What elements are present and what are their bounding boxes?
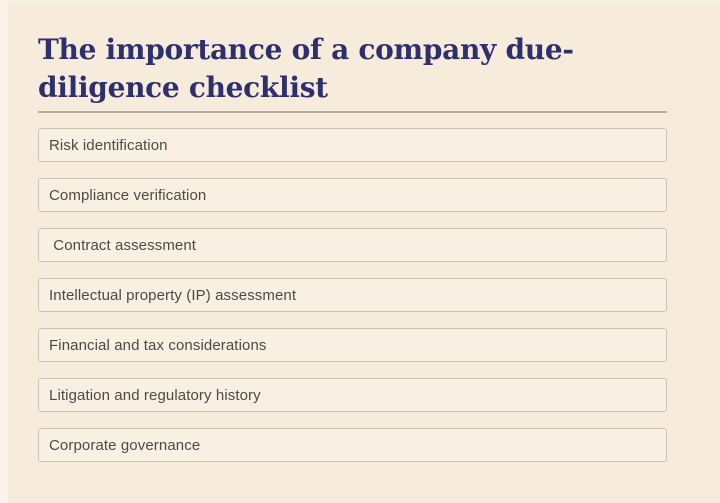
title-divider <box>38 111 667 113</box>
checklist-item-label: Financial and tax considerations <box>49 336 267 354</box>
checklist-item-litigation-regulatory[interactable]: Litigation and regulatory history <box>38 378 667 412</box>
checklist-item-label: Risk identification <box>49 136 168 154</box>
page-title: The importance of a company due-diligenc… <box>38 33 574 104</box>
checklist-item-financial-tax[interactable]: Financial and tax considerations <box>38 328 667 362</box>
checklist-item-label: Contract assessment <box>49 236 197 254</box>
checklist-item-risk-identification[interactable]: Risk identification <box>38 128 667 162</box>
checklist-item-corporate-governance[interactable]: Corporate governance <box>38 428 667 462</box>
checklist: Risk identification Compliance verificat… <box>38 128 667 462</box>
checklist-item-label: Compliance verification <box>49 186 207 204</box>
page-top-edge <box>0 0 720 3</box>
page-content: The importance of a company due-diligenc… <box>38 0 667 478</box>
checklist-item-contract-assessment[interactable]: Contract assessment <box>38 228 667 262</box>
checklist-item-ip-assessment[interactable]: Intellectual property (IP) assessment <box>38 278 667 312</box>
checklist-item-label: Intellectual property (IP) assessment <box>49 286 297 304</box>
checklist-item-label: Litigation and regulatory history <box>49 386 261 404</box>
checklist-item-label: Corporate governance <box>49 436 201 454</box>
checklist-item-compliance-verification[interactable]: Compliance verification <box>38 178 667 212</box>
page-left-edge <box>0 0 8 503</box>
